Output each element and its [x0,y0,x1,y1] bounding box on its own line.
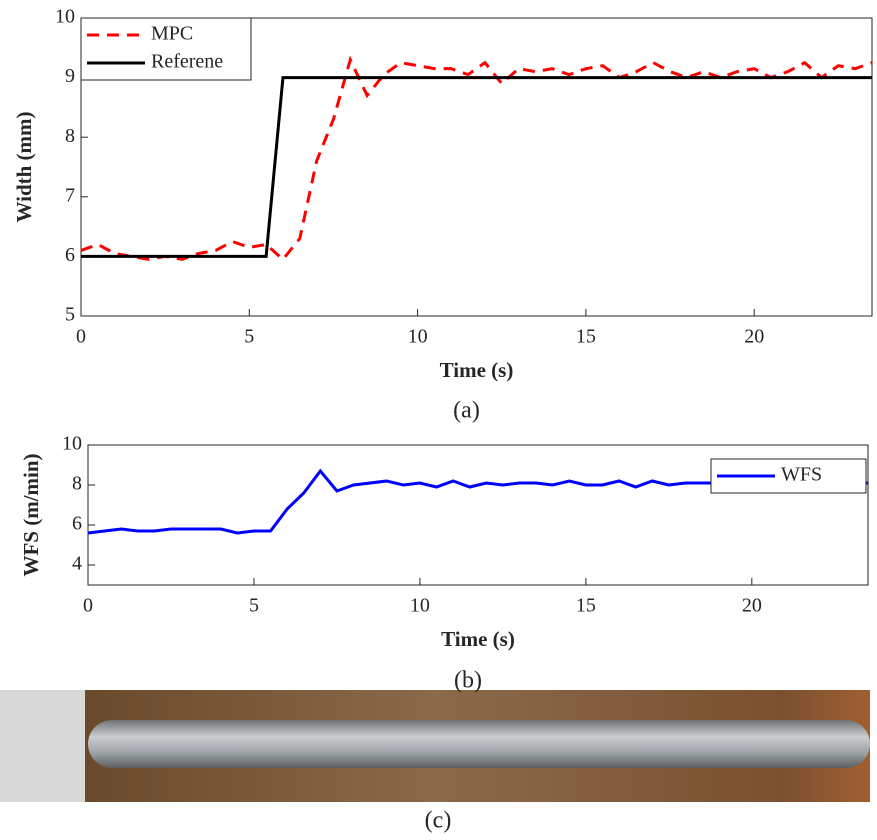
caption: (a) [453,398,480,424]
y-tick-label: 10 [55,6,75,28]
series-line [87,468,868,535]
y-axis-label: Width (mm) [12,111,36,222]
legend-label: Referene [151,51,223,73]
x-tick-label: 0 [83,595,93,617]
y-axis-label: WFS (m/min) [19,453,43,576]
legend-label: WFS [781,464,822,486]
weld-bead [88,720,870,768]
x-tick-label: 20 [742,595,762,617]
y-tick-label: 6 [65,244,75,266]
caption: (b) [454,668,482,694]
x-tick-label: 10 [410,595,430,617]
y-tick-label: 4 [72,553,82,575]
x-tick-label: 15 [576,595,596,617]
y-tick-label: 8 [65,125,75,147]
x-tick-label: 5 [244,326,254,348]
x-tick-label: 5 [249,595,259,617]
y-tick-label: 9 [65,65,75,87]
caption: (c) [425,808,452,834]
plot-area [87,444,869,586]
x-axis-label: Time (s) [440,358,514,382]
x-tick-label: 20 [744,326,764,348]
y-tick-label: 7 [65,184,75,206]
photo [0,690,870,802]
x-tick-label: 15 [576,326,596,348]
y-tick-label: 6 [72,513,82,535]
x-axis-label: Time (s) [441,627,515,651]
legend-label: MPC [151,23,193,45]
series-line [81,76,872,258]
ruler [0,690,85,802]
x-tick-label: 0 [76,326,86,348]
y-tick-label: 5 [65,304,75,326]
legend [80,17,252,81]
x-tick-label: 10 [408,326,428,348]
y-tick-label: 8 [72,473,82,495]
y-tick-label: 10 [62,433,82,455]
